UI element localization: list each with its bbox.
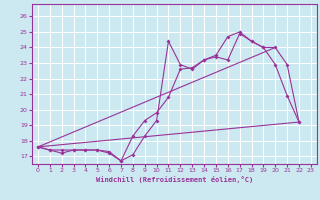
X-axis label: Windchill (Refroidissement éolien,°C): Windchill (Refroidissement éolien,°C) xyxy=(96,176,253,183)
